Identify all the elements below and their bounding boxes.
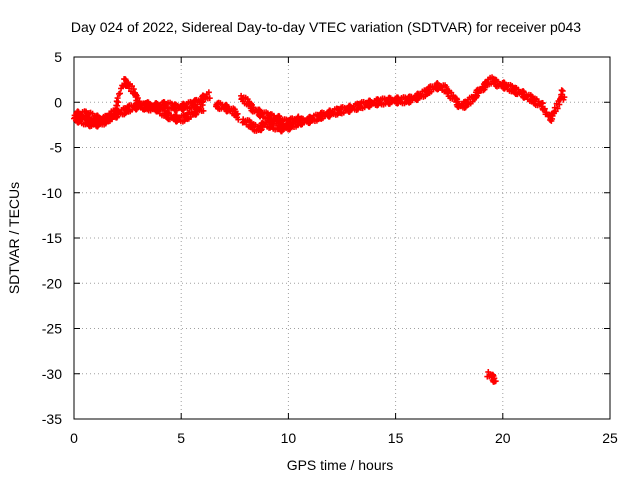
x-tick-label: 5 [177,430,185,446]
y-tick-label: -5 [50,140,63,156]
x-tick-label: 15 [388,430,404,446]
data-point [248,100,255,107]
data-point [136,98,143,105]
x-tick-label: 25 [602,430,618,446]
data-point [234,110,241,117]
chart-title: Day 024 of 2022, Sidereal Day-to-day VTE… [71,19,581,35]
data-point [115,99,122,106]
x-tick-label: 20 [495,430,511,446]
y-axis-label: SDTVAR / TECUs [6,182,22,294]
y-tick-label: 5 [54,49,62,65]
data-point [206,95,213,102]
axis-tick-labels: 0 5 10 15 20 25 5 0 -5 -10 -15 -20 -25 -30 -35 [42,49,618,446]
data-point [556,101,563,108]
data-point [559,87,566,94]
data-point [450,92,457,99]
y-tick-label: -20 [42,275,62,291]
data-point [200,107,207,114]
data-point [137,101,144,108]
data-point [199,102,206,109]
data-point [492,378,499,385]
data-point [541,105,548,112]
data-point [554,105,561,112]
y-tick-label: 0 [54,94,62,110]
data-points [71,74,568,385]
data-point [117,90,124,97]
y-tick-label: -30 [42,366,62,382]
data-point [114,102,121,109]
x-axis-label: GPS time / hours [287,457,394,473]
data-point [454,98,461,105]
x-tick-label: 0 [70,430,78,446]
data-point [134,95,141,102]
y-tick-label: -25 [42,321,62,337]
x-tick-label: 10 [281,430,297,446]
data-point [205,89,212,96]
data-point [539,100,546,107]
data-point [475,90,482,97]
grid-lines [74,57,610,419]
y-tick-label: -10 [42,185,62,201]
axis-ticks [73,56,611,420]
y-tick-label: -15 [42,230,62,246]
y-tick-label: -35 [42,411,62,427]
data-point [561,94,568,101]
